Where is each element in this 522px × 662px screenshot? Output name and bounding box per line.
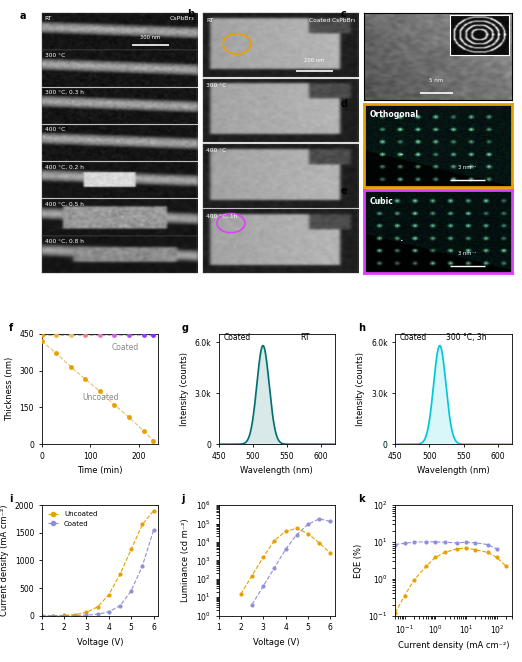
Text: a: a bbox=[20, 11, 27, 21]
X-axis label: Voltage (V): Voltage (V) bbox=[253, 638, 300, 647]
Text: Coated: Coated bbox=[112, 344, 139, 352]
Text: 400 °C, 0.2 h: 400 °C, 0.2 h bbox=[45, 165, 84, 169]
Text: h: h bbox=[358, 322, 365, 332]
Text: Coated CsPbBr₃: Coated CsPbBr₃ bbox=[309, 18, 355, 23]
Text: 3 nm⁻¹: 3 nm⁻¹ bbox=[458, 251, 477, 256]
Text: RT: RT bbox=[300, 333, 310, 342]
Text: Orthogonal: Orthogonal bbox=[370, 111, 419, 119]
Y-axis label: Current density (mA cm⁻²): Current density (mA cm⁻²) bbox=[0, 504, 9, 616]
Text: f: f bbox=[9, 322, 14, 332]
Text: k: k bbox=[358, 494, 365, 504]
Text: Coated: Coated bbox=[400, 333, 427, 342]
Text: 300 °C, 0.3 h: 300 °C, 0.3 h bbox=[45, 90, 84, 95]
X-axis label: Wavelength (nm): Wavelength (nm) bbox=[417, 467, 490, 475]
Text: Coated: Coated bbox=[223, 333, 251, 342]
Text: 300 °C: 300 °C bbox=[45, 53, 65, 58]
Legend: Uncoated, Coated: Uncoated, Coated bbox=[45, 508, 100, 530]
Text: j: j bbox=[181, 494, 185, 504]
X-axis label: Time (min): Time (min) bbox=[77, 467, 123, 475]
Text: 5 nm: 5 nm bbox=[429, 78, 444, 83]
Text: CsPbBr₃: CsPbBr₃ bbox=[169, 16, 194, 21]
Y-axis label: EQE (%): EQE (%) bbox=[354, 544, 363, 577]
Text: 200 nm: 200 nm bbox=[304, 58, 325, 63]
Text: b: b bbox=[187, 9, 195, 19]
Text: d: d bbox=[341, 99, 348, 109]
X-axis label: Voltage (V): Voltage (V) bbox=[77, 638, 123, 647]
Text: 400 °C, 1h: 400 °C, 1h bbox=[206, 214, 238, 218]
Text: i: i bbox=[9, 494, 13, 504]
Y-axis label: Intensity (counts): Intensity (counts) bbox=[357, 352, 365, 426]
Y-axis label: Thickness (nm): Thickness (nm) bbox=[5, 357, 14, 421]
Text: 300 nm: 300 nm bbox=[140, 35, 160, 40]
Text: 400 °C: 400 °C bbox=[206, 148, 227, 154]
Y-axis label: Luminance (cd m⁻²): Luminance (cd m⁻²) bbox=[182, 518, 191, 602]
Text: 400 °C, 0.5 h: 400 °C, 0.5 h bbox=[45, 202, 84, 207]
Text: RT: RT bbox=[206, 18, 213, 23]
Text: 400 °C: 400 °C bbox=[45, 127, 65, 132]
Text: 400 °C, 0.8 h: 400 °C, 0.8 h bbox=[45, 239, 84, 244]
Text: 3 nm⁻¹: 3 nm⁻¹ bbox=[458, 165, 477, 170]
Y-axis label: Intensity (counts): Intensity (counts) bbox=[180, 352, 188, 426]
Text: c: c bbox=[341, 9, 347, 19]
Text: g: g bbox=[181, 322, 188, 332]
X-axis label: Current density (mA cm⁻²): Current density (mA cm⁻²) bbox=[398, 641, 509, 650]
Text: e: e bbox=[341, 186, 347, 196]
Text: 300 °C: 300 °C bbox=[206, 83, 227, 88]
Text: RT: RT bbox=[45, 16, 52, 21]
X-axis label: Wavelength (nm): Wavelength (nm) bbox=[240, 467, 313, 475]
Text: Cubic: Cubic bbox=[370, 197, 394, 205]
Text: Uncoated: Uncoated bbox=[82, 393, 119, 402]
Text: 300 °C, 3h: 300 °C, 3h bbox=[446, 333, 487, 342]
